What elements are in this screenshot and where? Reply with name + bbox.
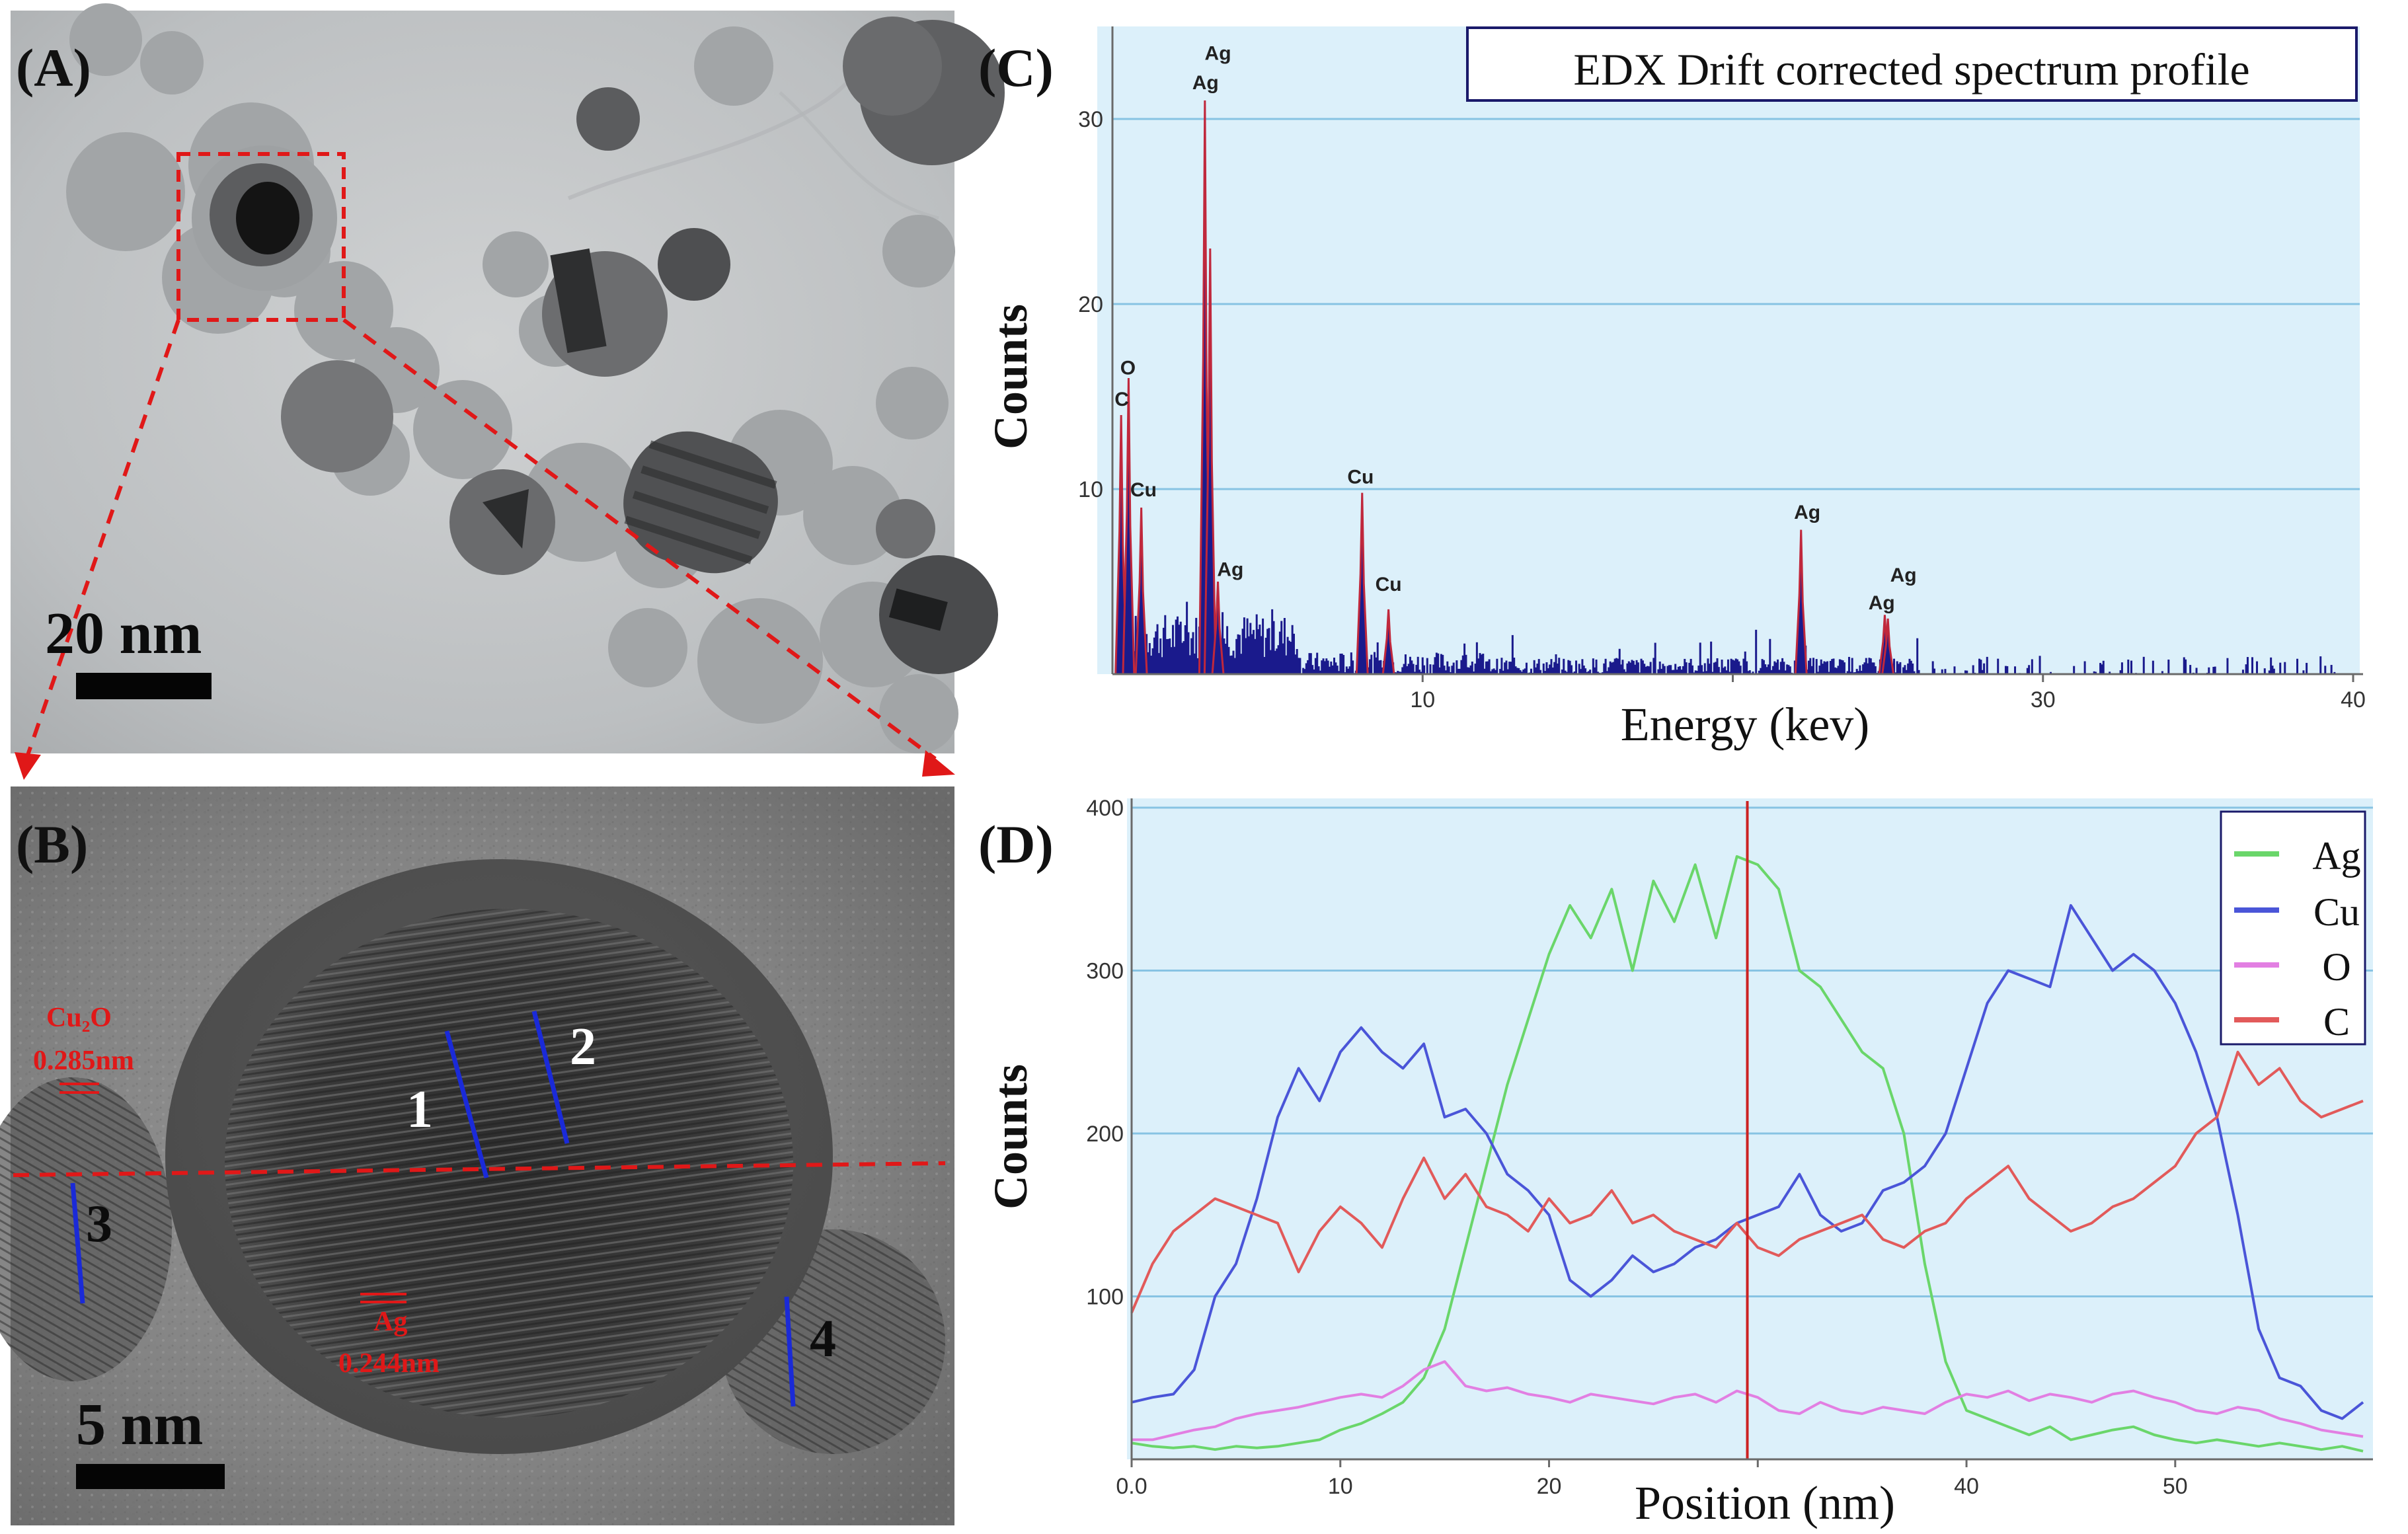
marker-label-1: 1 [407, 1081, 433, 1139]
measure-line-2 [531, 1011, 570, 1144]
x-tick-label-d: 0.0 [1116, 1474, 1147, 1499]
y-tick-label-d: 300 [1086, 959, 1124, 984]
panel-a: (A) 20 nm [11, 3, 1005, 780]
peak-label: Ag [1192, 72, 1219, 94]
spectrum-title: EDX Drift corrected spectrum profile [1573, 44, 2249, 95]
plot-area-d [1127, 798, 2373, 1459]
peak-label: Cu [1347, 467, 1374, 488]
scale-bar-label-b: 5 nm [76, 1392, 204, 1457]
marker-label-3: 3 [86, 1195, 112, 1253]
interface-dashed-line [13, 1161, 946, 1177]
marker-label-2: 2 [570, 1018, 596, 1076]
scale-bar-label-a: 20 nm [45, 601, 202, 666]
peak-label: Ag [1205, 42, 1231, 64]
y-tick-label-c: 10 [1078, 477, 1103, 502]
y-tick-label-c: 20 [1078, 292, 1103, 317]
plot-area-c [1097, 26, 2360, 674]
legend-label-o: O [2322, 945, 2350, 989]
x-tick-label-d: 20 [1537, 1474, 1562, 1499]
x-axis-label-c: Energy (kev) [1621, 698, 1870, 751]
panel-label-a: (A) [16, 38, 91, 98]
arrowhead-right [922, 750, 955, 777]
zoom-arrow-right [342, 318, 937, 761]
x-tick-label-d: 50 [2163, 1474, 2188, 1499]
legend-label-c: C [2323, 1000, 2350, 1044]
x-tick-label-d: 10 [1328, 1474, 1353, 1499]
x-tick-label-c: 40 [2341, 687, 2366, 712]
cu2o-phase-label: Cu₂O [46, 1003, 112, 1033]
cu2o-spacing-label: 0.285nm [33, 1046, 134, 1076]
panel-label-d: (D) [978, 814, 1054, 874]
measure-line-1 [444, 1030, 489, 1178]
xlabel-bg-d [1613, 1467, 1930, 1527]
panel-label-b: (B) [16, 814, 88, 874]
peak-label: Ag [1794, 502, 1820, 523]
measure-line-4 [784, 1296, 796, 1407]
x-axis-label-d: Position (nm) [1635, 1476, 1895, 1529]
ag-phase-label: Ag [373, 1307, 407, 1337]
neighbour-particle-fringes [0, 1077, 172, 1381]
y-tick-label-c: 30 [1078, 107, 1103, 132]
nanoparticle-dark [192, 17, 1005, 674]
marker-label-4: 4 [810, 1310, 836, 1368]
peak-label: Cu [1376, 574, 1402, 595]
y-axis-label-c: Counts [984, 304, 1037, 449]
panel-label-c: (C) [978, 38, 1054, 98]
peak-label: Ag [1869, 592, 1895, 614]
peak-label: Ag [1217, 559, 1243, 581]
lattice-fringes [225, 909, 793, 1418]
y-tick-label-d: 200 [1086, 1122, 1124, 1147]
zoom-region-box [176, 152, 346, 322]
y-tick-label-d: 100 [1086, 1285, 1124, 1310]
ag-spacing-label: 0.244nm [338, 1348, 440, 1379]
x-tick-label-d: 40 [1954, 1474, 1979, 1499]
peak-label: Cu [1130, 479, 1157, 501]
x-tick-label-c: 10 [1410, 687, 1435, 712]
scale-bar-b [76, 1464, 225, 1489]
measure-line-3 [70, 1182, 85, 1304]
zoom-arrow-left [24, 319, 180, 759]
legend-box-d [2220, 810, 2366, 1046]
legend-d: Ag Cu O C [2220, 810, 2366, 1046]
legend-label-cu: Cu [2313, 890, 2360, 934]
x-tick-label-c: 30 [2031, 687, 2056, 712]
xlabel-bg-c [1559, 689, 1929, 755]
panel-b: 1 2 3 4 Cu₂O 0.285nm Ag 0.244nm (B) 5 nm [0, 786, 954, 1525]
peak-label: Ag [1890, 564, 1917, 586]
spectrum-title-box [1466, 26, 2358, 102]
y-axis-label-d: Counts [984, 1064, 1037, 1209]
membrane-edge [779, 91, 939, 220]
legend-label-ag: Ag [2312, 834, 2360, 878]
peak-label: O [1120, 357, 1136, 379]
arrowhead-left [15, 752, 41, 780]
scale-bar-a [76, 673, 212, 699]
y-tick-label-d: 400 [1086, 796, 1124, 821]
peak-label: C [1114, 389, 1129, 410]
